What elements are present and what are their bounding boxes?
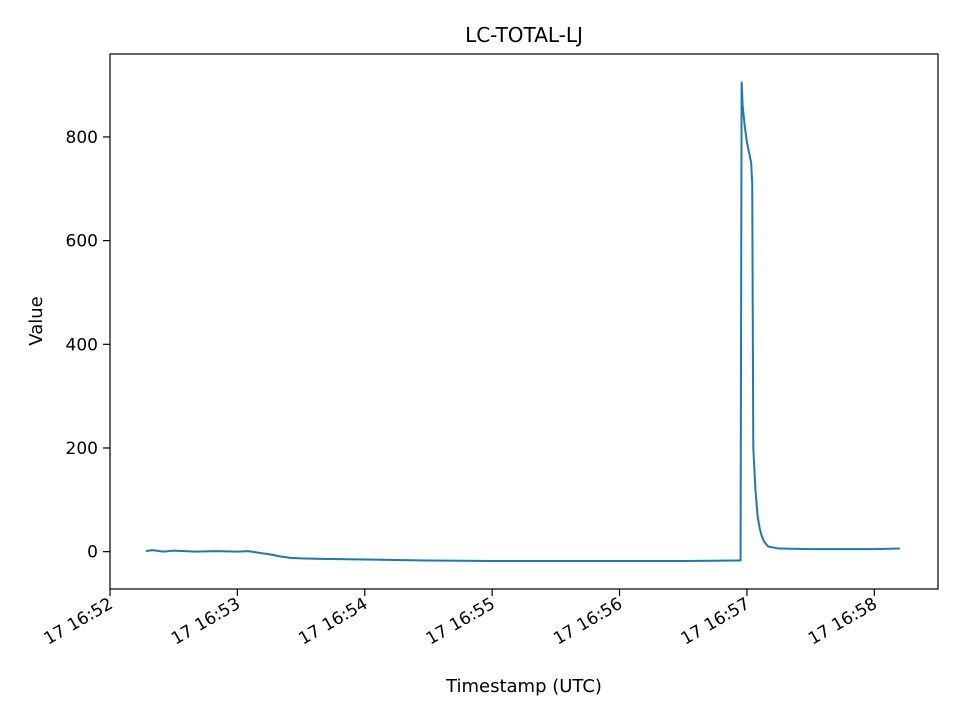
y-tick-label: 200 xyxy=(66,439,98,459)
y-tick-label: 0 xyxy=(87,543,98,563)
y-axis-label: Value xyxy=(26,296,47,345)
series-line-0 xyxy=(145,81,900,563)
y-axis: 0 200 400 600 800 xyxy=(66,128,110,563)
chart-title: LC-TOTAL-LJ xyxy=(465,23,583,47)
y-tick-label: 800 xyxy=(66,128,98,148)
x-axis-label: Timestamp (UTC) xyxy=(445,676,602,697)
plot-area xyxy=(145,81,900,563)
plot-frame xyxy=(109,53,939,590)
y-tick-label: 600 xyxy=(66,232,98,252)
y-tick-label: 400 xyxy=(66,335,98,355)
